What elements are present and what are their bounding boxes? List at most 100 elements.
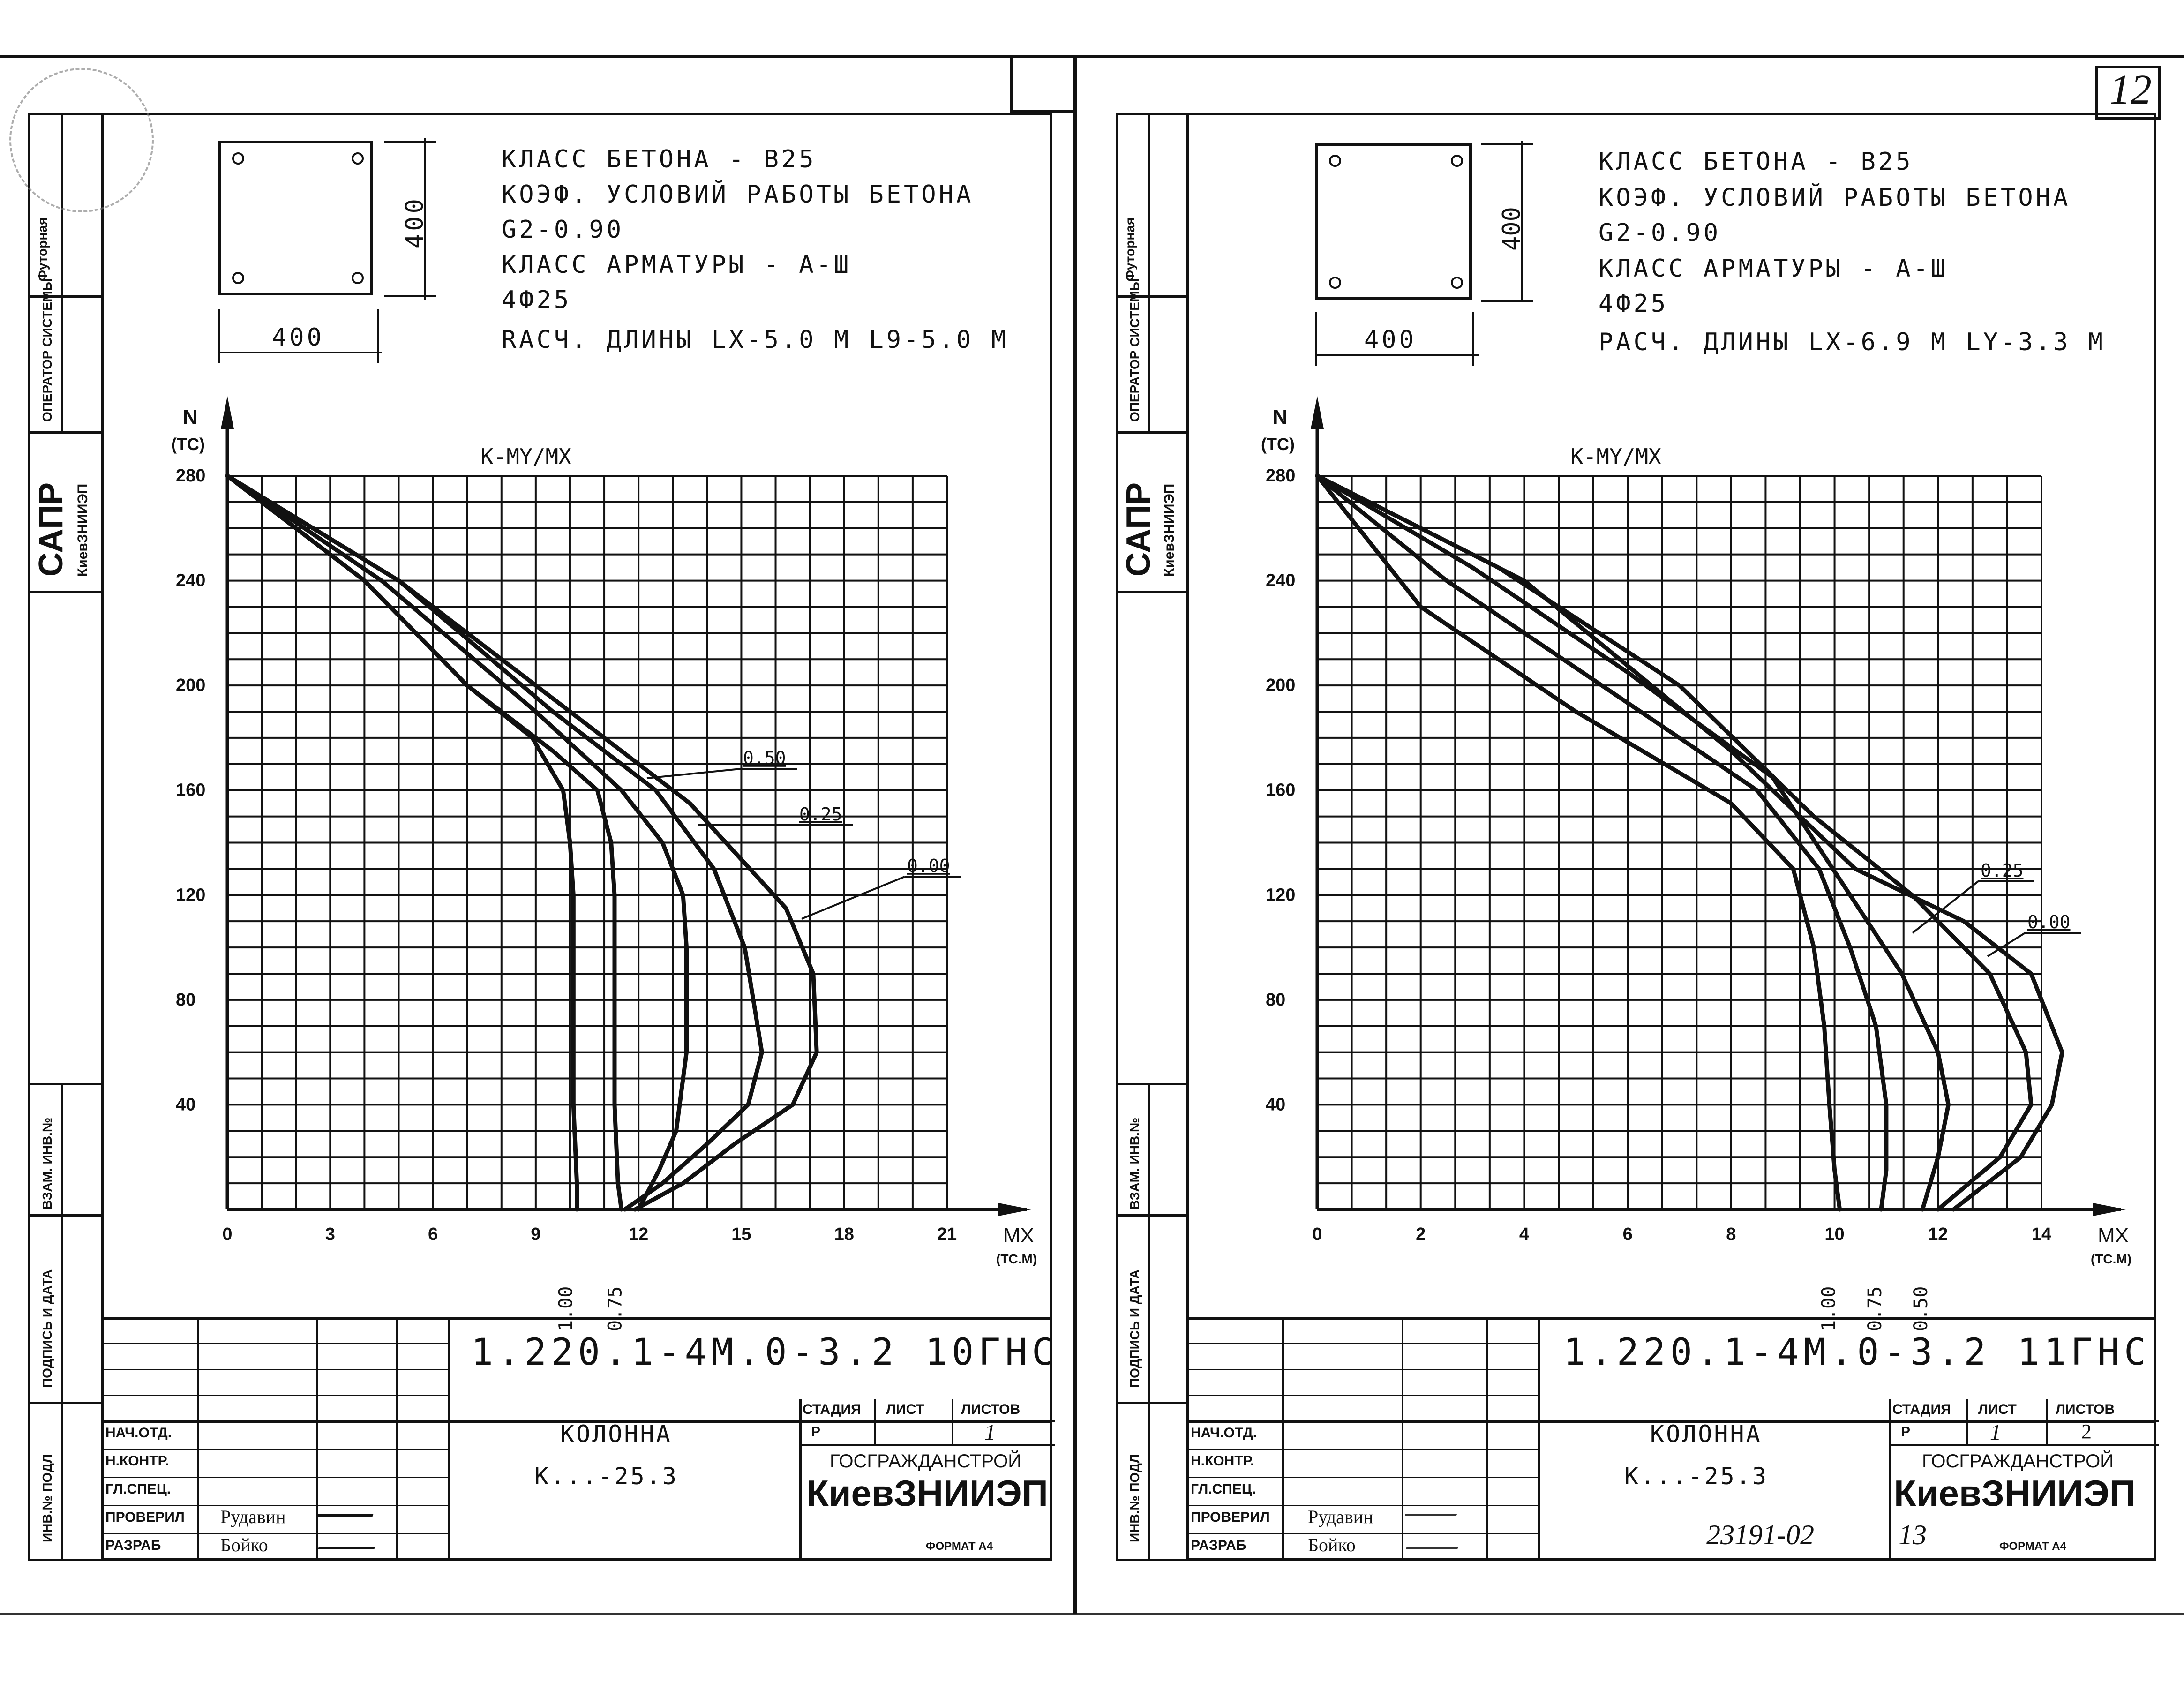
y-tick-label: 40 xyxy=(1266,1095,1285,1114)
x-tick-label: 8 xyxy=(1726,1224,1736,1244)
stage-label: СТАДИЯ xyxy=(803,1402,861,1417)
x-tick-label: 10 xyxy=(1824,1224,1844,1244)
series-curve-0.00 xyxy=(1315,473,2064,1212)
section-square-right xyxy=(1315,143,1472,300)
item-mark-r: К...-25.3 xyxy=(1624,1463,1768,1490)
role-2-r: Н.КОНТР. xyxy=(1191,1453,1254,1469)
spec-line-5: 4Ф25 xyxy=(502,286,572,314)
x-tick-label: 18 xyxy=(834,1224,854,1244)
series-curve-0.25 xyxy=(1315,473,2034,1212)
bottom-curve-label: 0.75 xyxy=(605,1286,626,1331)
chart-title: K-MY/MX xyxy=(480,444,571,469)
signature-icon xyxy=(1406,1521,1468,1549)
sheet-left-frame xyxy=(101,113,1052,1561)
spec-line-1: КЛАСС БЕТОНА - В25 xyxy=(502,145,817,173)
curve-label-leader xyxy=(1987,932,2026,957)
name-author: Бойко xyxy=(220,1534,268,1555)
y-tick-label: 240 xyxy=(176,571,205,591)
x-tick-label: 21 xyxy=(937,1224,957,1244)
x-tick-label: 4 xyxy=(1519,1224,1529,1244)
y-tick-label: 120 xyxy=(1266,885,1295,905)
left-strip-div5 xyxy=(28,1214,101,1217)
x-tick-label: 14 xyxy=(2032,1224,2051,1244)
role-5: РАЗРАБ xyxy=(105,1538,161,1553)
stage-label-r: СТАДИЯ xyxy=(1892,1402,1951,1417)
spec-line-6: RАСЧ. ДЛИНЫ LX-5.0 M L9-5.0 M xyxy=(502,326,1009,354)
spec-line-2-r: КОЭФ. УСЛОВИЙ РАБОТЫ БЕТОНА xyxy=(1599,184,2071,212)
spec-line-6-r: РАСЧ. ДЛИНЫ LX-6.9 M LY-3.3 M xyxy=(1599,328,2106,356)
page-number-box xyxy=(2095,66,2161,120)
org-top-r: ГОСГРАЖДАНСТРОЙ xyxy=(1922,1451,2114,1472)
dim-tick xyxy=(377,309,379,363)
y-tick-label: 120 xyxy=(176,885,205,905)
role-2: Н.КОНТР. xyxy=(105,1453,169,1469)
role-5-r: РАЗРАБ xyxy=(1191,1538,1246,1553)
sheets-value-r: 2 xyxy=(2081,1420,2092,1443)
stage-value-r: Р xyxy=(1901,1424,1911,1440)
bottom-curve-label: 1.00 xyxy=(1818,1286,1840,1331)
doc-code-right: 1.220.1-4М.0-3.2 11ГНС xyxy=(1563,1331,2151,1374)
y-tick-label: 160 xyxy=(176,781,205,800)
stamp-right-block-right xyxy=(1889,1399,2159,1561)
doc-code-left: 1.220.1-4М.0-3.2 10ГНС xyxy=(471,1331,1059,1374)
role-4: ПРОВЕРИЛ xyxy=(105,1510,185,1525)
dim-tick xyxy=(1315,312,1317,366)
stamp-grid-left xyxy=(101,1317,1052,1561)
footer-page: 13 xyxy=(1899,1519,1927,1550)
chart-title: K-MY/MX xyxy=(1570,444,1661,469)
footer-number: 23191-02 xyxy=(1706,1519,1814,1550)
y-tick-label: 40 xyxy=(176,1095,195,1114)
left-strip-mid xyxy=(61,113,63,431)
y-axis-unit: (ТС) xyxy=(1261,435,1295,454)
curve-label-leader xyxy=(801,876,905,920)
x-tick-label: 6 xyxy=(428,1224,438,1244)
series-curve-0.00 xyxy=(225,473,819,1212)
y-axis-arrow-icon xyxy=(221,396,234,429)
page-number: 12 xyxy=(2109,67,2152,113)
x-axis-unit: (ТС.М) xyxy=(2091,1252,2131,1266)
dim-tick xyxy=(1481,300,1533,302)
right-strip-div4 xyxy=(1116,1083,1186,1085)
left-header-box xyxy=(1010,58,1073,113)
series-curve-0.50 xyxy=(225,473,689,1212)
sheet-label: ЛИСТ xyxy=(886,1402,924,1417)
series-curve-0.50 xyxy=(1315,473,1951,1212)
right-strip-div5 xyxy=(1116,1214,1186,1217)
sheets-value: 1 xyxy=(984,1420,996,1445)
bottom-curve-label: 1.00 xyxy=(555,1286,577,1331)
left-strip-mid2 xyxy=(61,1083,63,1561)
rebar-dot xyxy=(352,152,364,165)
curve-label: 0.25 xyxy=(799,804,842,825)
rebar-dot xyxy=(352,272,364,284)
left-strip-div1 xyxy=(28,295,101,298)
left-strip-div6 xyxy=(28,1402,101,1404)
dim-tick xyxy=(1472,312,1474,366)
item-title: КОЛОННА xyxy=(560,1420,672,1448)
dim-tick xyxy=(384,295,436,297)
series-curve-0.75 xyxy=(225,473,624,1212)
spec-line-4: КЛАСС АРМАТУРЫ - А-Ш xyxy=(502,251,852,279)
right-strip-div1 xyxy=(1116,295,1186,298)
spec-line-5-r: 4Ф25 xyxy=(1599,290,1669,318)
x-tick-label: 15 xyxy=(731,1224,751,1244)
y-tick-label: 240 xyxy=(1266,571,1295,591)
name-author-r: Бойко xyxy=(1308,1534,1356,1555)
page-divider xyxy=(1073,55,1077,1614)
rebar-dot xyxy=(232,272,244,284)
role-3: ГЛ.СПЕЦ. xyxy=(105,1481,171,1497)
y-tick-label: 280 xyxy=(176,466,205,486)
dim-line-horizontal xyxy=(218,352,382,353)
format-label: ФОРМАТ А4 xyxy=(926,1540,993,1553)
spec-line-3-r: G2-0.90 xyxy=(1599,219,1721,247)
y-axis-label: N xyxy=(1273,406,1288,429)
spec-line-2: КОЭФ. УСЛОВИЙ РАБОТЫ БЕТОНА xyxy=(502,180,974,209)
curve-label-leader xyxy=(646,768,741,779)
role-1-r: НАЧ.ОТД. xyxy=(1191,1425,1257,1441)
bottom-curve-label: 0.75 xyxy=(1864,1286,1886,1331)
y-axis-unit: (ТС) xyxy=(171,435,205,454)
right-strip-mid2 xyxy=(1148,1083,1150,1561)
page-top-line xyxy=(0,55,2184,58)
left-strip-div3 xyxy=(28,591,101,593)
section-square-left xyxy=(218,141,373,295)
